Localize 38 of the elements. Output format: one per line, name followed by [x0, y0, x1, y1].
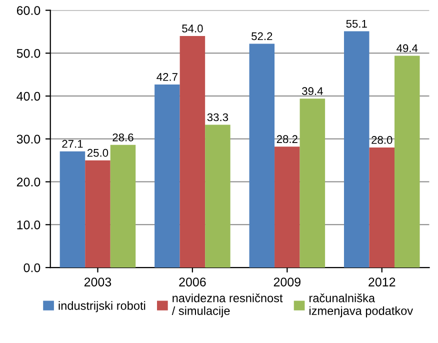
data-label: 54.0	[182, 24, 203, 32]
bar	[394, 56, 420, 268]
y-tick-label: 30.0	[16, 134, 40, 144]
data-label: 28.6	[112, 133, 134, 142]
data-label: 39.4	[302, 87, 323, 96]
bar	[110, 144, 136, 268]
bar	[60, 151, 86, 268]
x-tick-label: 2006	[179, 278, 206, 286]
bar	[300, 98, 326, 268]
data-label: 33.3	[207, 113, 228, 122]
legend-label: navidezna resničnost / simulacije	[172, 294, 283, 318]
data-label: 49.4	[396, 44, 418, 52]
bar	[180, 36, 206, 268]
data-label: 42.7	[156, 73, 178, 81]
bar	[274, 146, 300, 268]
x-tick-label: 2003	[84, 278, 112, 286]
y-tick-label: 10.0	[17, 220, 40, 230]
data-label: 52.2	[252, 32, 272, 40]
bar	[249, 44, 275, 268]
y-tick-label: 60.0	[16, 6, 40, 15]
legend-label: industrijski roboti	[58, 301, 146, 312]
data-label: 25.0	[87, 148, 108, 157]
legend-label: računalniška izmenjava podatkov	[310, 294, 414, 318]
bar	[369, 147, 395, 268]
data-label: 55.1	[346, 20, 367, 28]
data-label: 27.1	[62, 140, 83, 148]
bar	[154, 84, 180, 268]
y-tick-label: 40.0	[16, 92, 40, 101]
y-tick-label: 20.0	[16, 178, 40, 186]
y-tick-label: 0.0	[24, 263, 40, 272]
bar	[85, 160, 110, 268]
y-tick-label: 50.0	[16, 48, 40, 58]
data-label: 28.2	[276, 135, 298, 144]
bar	[205, 124, 230, 268]
x-tick-label: 2012	[368, 278, 396, 286]
x-tick-label: 2009	[274, 278, 300, 286]
data-label: 28.0	[372, 136, 392, 144]
bar	[344, 31, 370, 268]
